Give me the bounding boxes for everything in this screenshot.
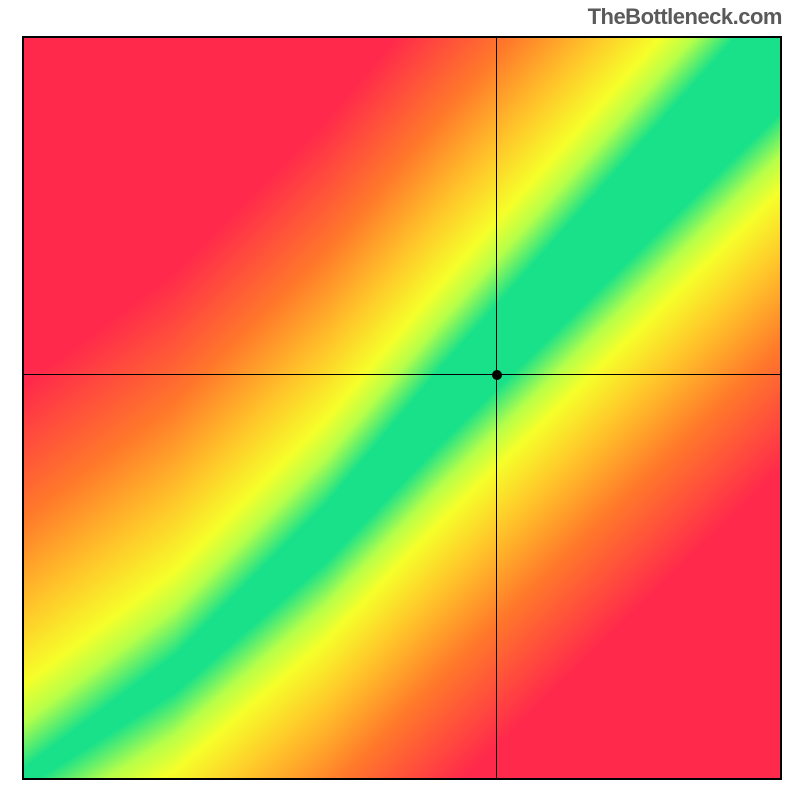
bottleneck-heatmap [22,36,782,780]
heatmap-canvas [24,38,780,778]
watermark-text: TheBottleneck.com [588,4,782,30]
